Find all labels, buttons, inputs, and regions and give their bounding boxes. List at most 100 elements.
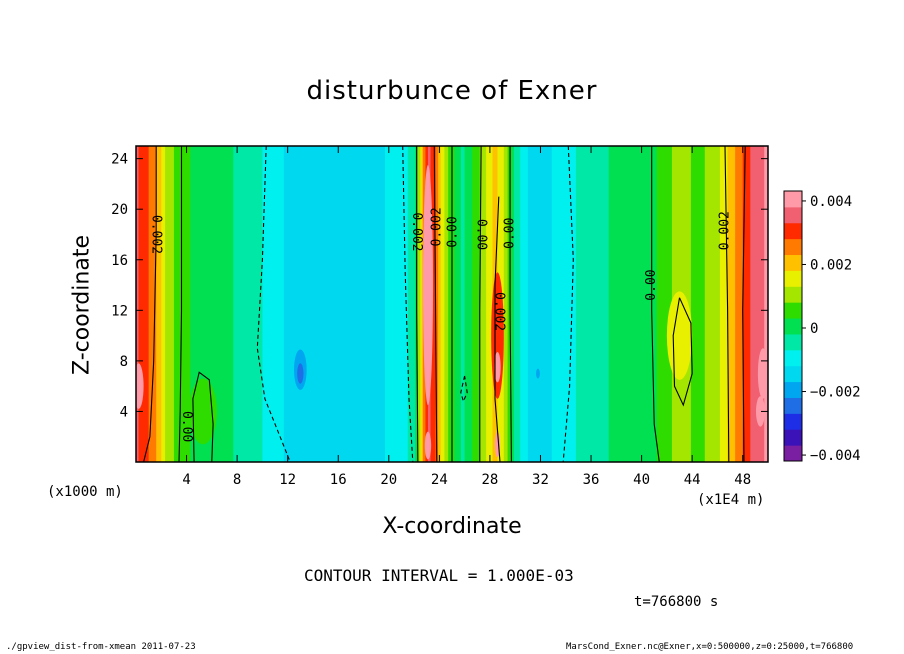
colorbar-segment: [784, 238, 802, 256]
contour-band: [656, 146, 673, 462]
contour-line-negative: [256, 146, 291, 462]
colorbar-label: 0: [810, 321, 818, 337]
contour-band: [727, 146, 736, 462]
contour-label: 0.002: [409, 212, 424, 251]
y-axis: 4 8 12 16 20 24: [111, 152, 768, 420]
y-tick-label: 16: [111, 253, 128, 269]
contour-band: [527, 146, 553, 462]
y-tick-label: 24: [111, 152, 128, 168]
x-tick-label: 20: [380, 472, 397, 488]
colorbar-frame: [783, 190, 803, 462]
filled-contour-field: [136, 146, 768, 462]
x-tick-label: 24: [431, 472, 448, 488]
contour-band: [735, 146, 744, 462]
contour-line: [479, 146, 482, 462]
contour-feature: [136, 363, 144, 409]
contour-feature: [755, 396, 765, 427]
contour-label: 0.00: [474, 219, 489, 250]
contour-band: [719, 146, 729, 462]
contour-line: [192, 371, 214, 462]
contour-label: 0.00: [179, 411, 194, 442]
contour-band: [513, 146, 521, 462]
chart-title: disturbunce of Exner: [306, 76, 598, 106]
contour-band: [416, 146, 419, 462]
colorbar-segment: [784, 413, 802, 430]
colorbar-label: 0.002: [810, 257, 852, 273]
colorbar-segment: [784, 429, 802, 446]
colorbar-segment: [784, 222, 802, 240]
contour-band: [440, 146, 446, 462]
contour-band: [417, 146, 421, 462]
contour-band: [690, 146, 706, 462]
colorbar-segment: [784, 333, 802, 351]
contour-feature: [757, 348, 768, 399]
colorbar-label: −0.004: [810, 448, 861, 464]
contour-line-negative: [402, 146, 414, 462]
contour-band: [165, 146, 175, 462]
contour-label: 0.002: [149, 215, 164, 254]
x-unit-right: (x1E4 m): [697, 492, 765, 508]
contour-band: [420, 146, 423, 462]
colorbar-segment: [784, 302, 802, 319]
contour-band: [385, 146, 409, 462]
contour-band: [551, 146, 577, 462]
colorbar-segment: [784, 206, 802, 224]
x-tick-label: 40: [633, 472, 650, 488]
contour-band: [407, 146, 416, 462]
contour-line: [672, 297, 693, 407]
contour-band: [262, 146, 285, 462]
colorbar-segment: [784, 286, 802, 303]
x-axis: 4 8 12 16 20 24 28 32 36 40 44 48: [182, 146, 751, 488]
contour-band: [479, 146, 487, 462]
y-tick-label: 12: [111, 303, 128, 319]
y-tick-label: 4: [120, 404, 128, 420]
contour-band: [136, 146, 140, 462]
x-tick-label: 48: [734, 472, 751, 488]
contour-lines: [143, 146, 746, 462]
colorbar-segment: [784, 365, 802, 383]
footer-right: MarsCond_Exner.nc@Exner,x=0:500000,z=0:2…: [566, 642, 854, 652]
contour-line: [433, 146, 438, 462]
x-tick-label: 8: [233, 472, 241, 488]
x-tick-label: 16: [330, 472, 347, 488]
x-tick-label: 36: [583, 472, 600, 488]
colorbar-segment: [784, 270, 802, 287]
contour-label: 0.00: [503, 218, 518, 249]
contour-band: [435, 146, 439, 462]
contour-band: [511, 146, 515, 462]
time-stamp: t=766800 s: [634, 594, 719, 610]
contour-feature: [536, 368, 540, 379]
contour-features: [136, 164, 768, 460]
contour-feature: [297, 363, 304, 384]
contour-band: [742, 146, 751, 462]
contour-label: 0.00: [644, 269, 659, 300]
contour-band: [764, 146, 768, 462]
contour-line: [742, 146, 746, 462]
contour-band: [430, 146, 437, 462]
contour-band: [173, 146, 191, 462]
x-axis-label: X-coordinate: [382, 514, 522, 539]
contour-feature: [666, 291, 693, 380]
contour-line-negative: [562, 146, 574, 462]
plot-frame: [135, 145, 769, 463]
contour-band: [464, 146, 473, 462]
contour-band: [161, 146, 166, 462]
contour-interval-text: CONTOUR INTERVAL = 1.000E-03: [304, 566, 574, 585]
colorbar: 0.004 0.002 0 −0.002 −0.004: [783, 190, 861, 464]
x-tick-label: 28: [481, 472, 498, 488]
colorbar-label: 0.004: [810, 194, 852, 210]
colorbar-segment: [784, 318, 802, 335]
colorbar-segment: [784, 254, 802, 271]
contour-line: [509, 146, 512, 462]
x-unit-left: (x1000 m): [47, 484, 123, 500]
contour-band: [503, 146, 509, 462]
contour-band: [608, 146, 658, 462]
colorbar-label: −0.002: [810, 385, 861, 401]
contour-band: [704, 146, 721, 462]
contour-feature: [422, 164, 434, 406]
contour-band: [156, 146, 162, 462]
colorbar-segment: [784, 349, 802, 367]
contour-line: [178, 146, 183, 462]
